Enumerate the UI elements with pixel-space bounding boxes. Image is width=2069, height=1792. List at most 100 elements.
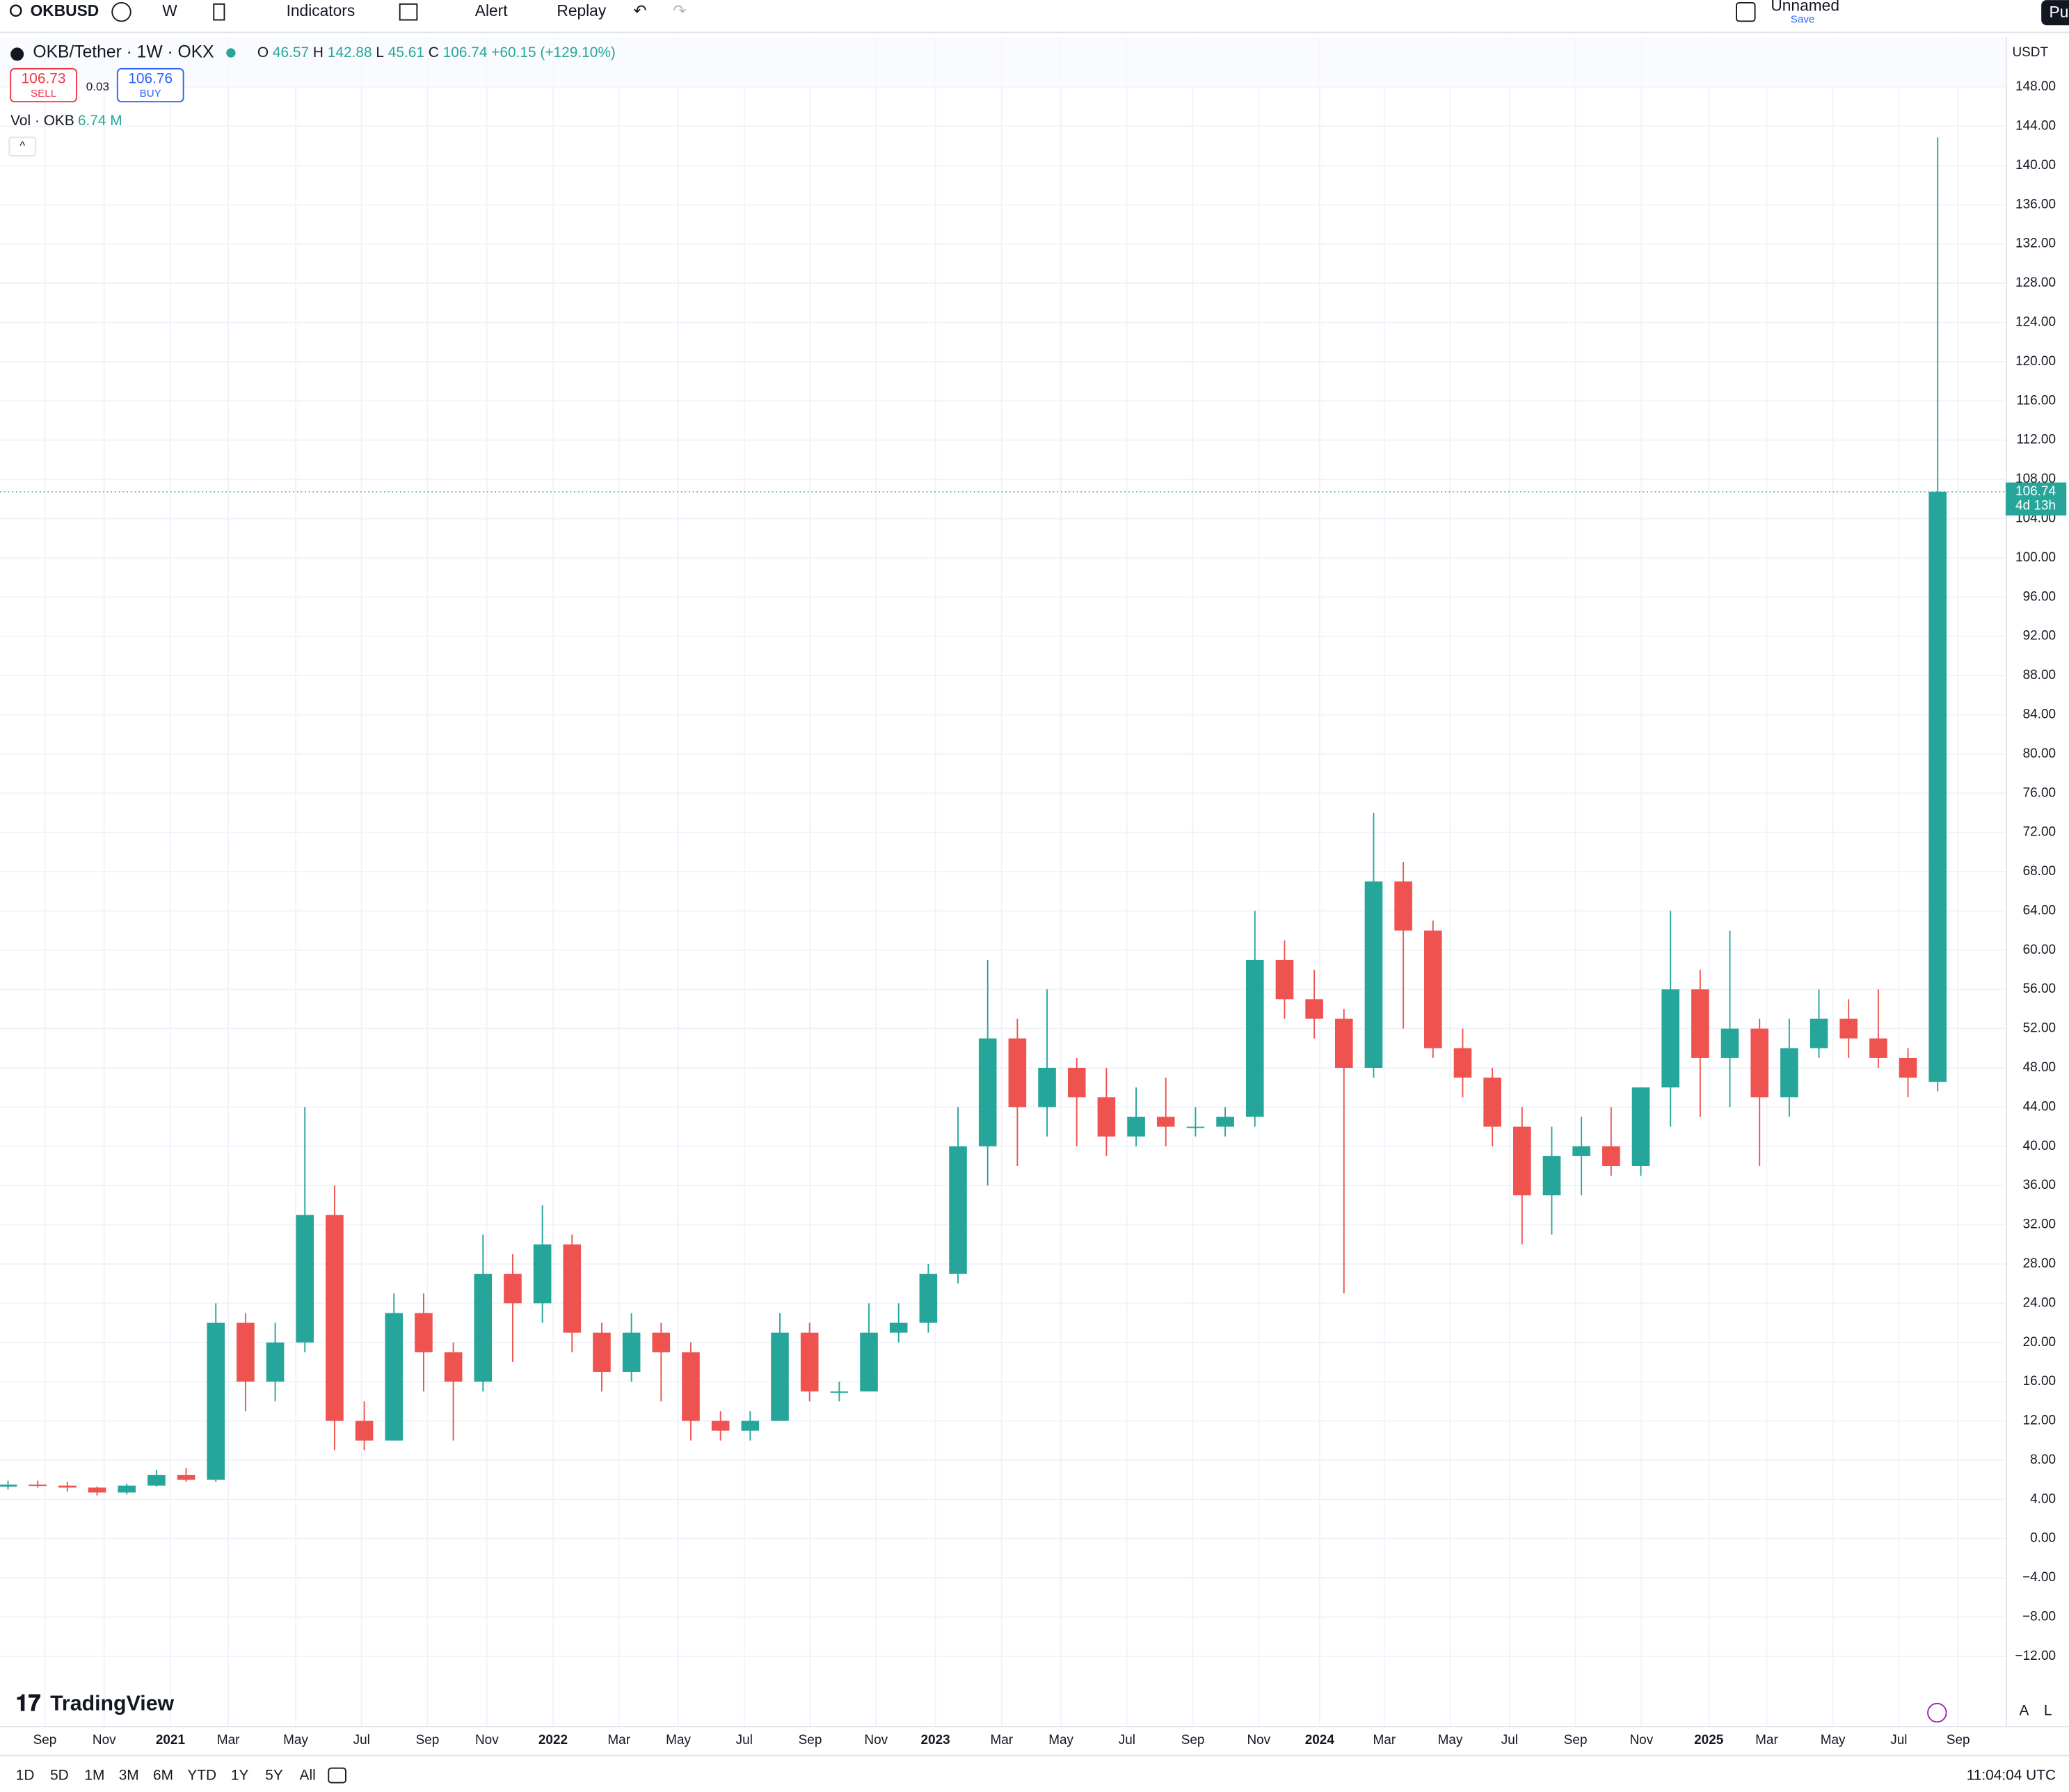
layout-icon[interactable] [1736, 1, 1756, 22]
candle-body [800, 1332, 819, 1392]
y-tick-label: 36.00 [2023, 1178, 2056, 1192]
scale-log[interactable]: L [2044, 1703, 2052, 1719]
layout-save[interactable]: Save [1791, 14, 1815, 26]
publish-text[interactable]: Pu [2050, 3, 2069, 21]
collapse-icon[interactable]: ^ [19, 139, 25, 152]
candle-body [1245, 959, 1264, 1117]
undo[interactable]: ↶ [633, 1, 646, 19]
x-tick-label: Mar [1373, 1733, 1396, 1747]
close-label: C [429, 45, 439, 61]
y-tick-label: 136.00 [2015, 197, 2056, 211]
range-button[interactable]: YTD [187, 1768, 216, 1784]
candle-body [1928, 491, 1947, 1082]
spread: 0.03 [86, 80, 109, 93]
range-button[interactable]: 5D [50, 1768, 69, 1784]
range-button[interactable]: All [300, 1768, 316, 1784]
y-tick-label: 60.00 [2023, 943, 2056, 957]
high-label: H [313, 45, 323, 61]
sell-button[interactable] [10, 67, 77, 103]
interval[interactable]: W [162, 1, 177, 19]
alert-indicator[interactable] [1927, 1702, 1947, 1723]
range-button[interactable]: 1Y [231, 1768, 249, 1784]
y-tick-label: 88.00 [2023, 668, 2056, 682]
candle-body [207, 1322, 225, 1480]
layout-name[interactable]: Unnamed [1771, 0, 1839, 15]
candle-body [1810, 1018, 1828, 1048]
range-button[interactable]: 5Y [265, 1768, 283, 1784]
candle-body [29, 1485, 47, 1487]
candle-body [385, 1313, 404, 1441]
collapse-legend[interactable] [8, 136, 37, 157]
y-tick-label: 64.00 [2023, 903, 2056, 918]
search-icon[interactable] [9, 4, 22, 17]
candle-body [1424, 930, 1442, 1048]
add-symbol[interactable] [111, 1, 131, 22]
y-tick-label: 40.00 [2023, 1139, 2056, 1153]
low-value: 45.61 [388, 45, 424, 61]
range-button[interactable]: 3M [119, 1768, 139, 1784]
candle-body [1186, 1126, 1205, 1128]
candle-body [0, 1485, 17, 1487]
scale-auto[interactable]: A [2020, 1703, 2029, 1719]
open-value: 46.57 [273, 45, 309, 61]
y-tick-label: 84.00 [2023, 707, 2056, 721]
x-tick-label: 2022 [538, 1733, 568, 1747]
x-tick-label: Jul [353, 1733, 370, 1747]
indicators-button[interactable]: Indicators [287, 1, 356, 19]
publish-button[interactable] [2041, 0, 2069, 26]
range-button[interactable]: 1M [84, 1768, 104, 1784]
x-tick-label: Sep [1947, 1733, 1970, 1747]
y-tick-label: 112.00 [2016, 433, 2056, 447]
x-tick-label: Jul [1501, 1733, 1518, 1747]
buy-label[interactable]: BUY [140, 88, 161, 99]
candle-body [1127, 1117, 1145, 1137]
goto-date[interactable] [328, 1767, 346, 1784]
candle-body [1156, 1117, 1175, 1127]
axes: −12.00 −8.00 −4.00 0.00 4.00 8.00 12.00 16.00 20… [0, 37, 2069, 1747]
x-tick-label: Jul [736, 1733, 753, 1747]
candle-body [266, 1342, 285, 1382]
layouts-icon[interactable] [399, 3, 418, 21]
candle-body [177, 1475, 195, 1480]
alert-button[interactable]: Alert [475, 1, 508, 19]
range-button[interactable]: 6M [153, 1768, 173, 1784]
candle-body [296, 1215, 314, 1343]
x-tick-label: May [1438, 1733, 1463, 1747]
volume-value: 6.74 M [78, 113, 122, 129]
candle-body [88, 1487, 106, 1493]
redo[interactable]: ↷ [673, 1, 686, 19]
candle-body [682, 1352, 700, 1421]
countdown: 4d 13h [2015, 499, 2056, 513]
x-tick-label: Nov [1247, 1733, 1270, 1747]
y-tick-label: 8.00 [2030, 1453, 2056, 1467]
open-label: O [257, 45, 269, 61]
candle-body [444, 1352, 463, 1382]
replay-button[interactable]: Replay [557, 1, 606, 19]
y-tick-label: 140.00 [2015, 158, 2056, 173]
x-tick-label: May [1048, 1733, 1073, 1747]
range-button[interactable]: 1D [16, 1768, 35, 1784]
currency[interactable]: USDT [2012, 45, 2048, 60]
symbol[interactable]: OKBUSD [31, 1, 99, 19]
low-label: L [376, 45, 384, 61]
y-tick-label: 96.00 [2023, 589, 2056, 604]
y-tick-label: 52.00 [2023, 1021, 2056, 1036]
sell-price[interactable]: 106.73 [22, 70, 66, 86]
y-tick-label: 116.00 [2016, 393, 2056, 408]
y-tick-label: 24.00 [2023, 1295, 2056, 1310]
clock: 11:04:04 UTC [1967, 1768, 2056, 1784]
buy-button[interactable] [116, 67, 184, 103]
buy-price[interactable]: 106.76 [128, 70, 173, 86]
x-tick-label: Sep [416, 1733, 440, 1747]
x-tick-label: Nov [93, 1733, 116, 1747]
candle-body [1572, 1146, 1590, 1156]
x-tick-label: Mar [217, 1733, 240, 1747]
candle-body [1483, 1078, 1501, 1127]
candle-body [415, 1313, 433, 1352]
sell-label[interactable]: SELL [31, 88, 56, 99]
chart-type[interactable] [213, 3, 225, 21]
toolbar [0, 0, 2069, 32]
candle-body [1869, 1038, 1887, 1058]
y-tick-label: 148.00 [2015, 79, 2056, 94]
y-tick-label: 132.00 [2015, 237, 2056, 251]
